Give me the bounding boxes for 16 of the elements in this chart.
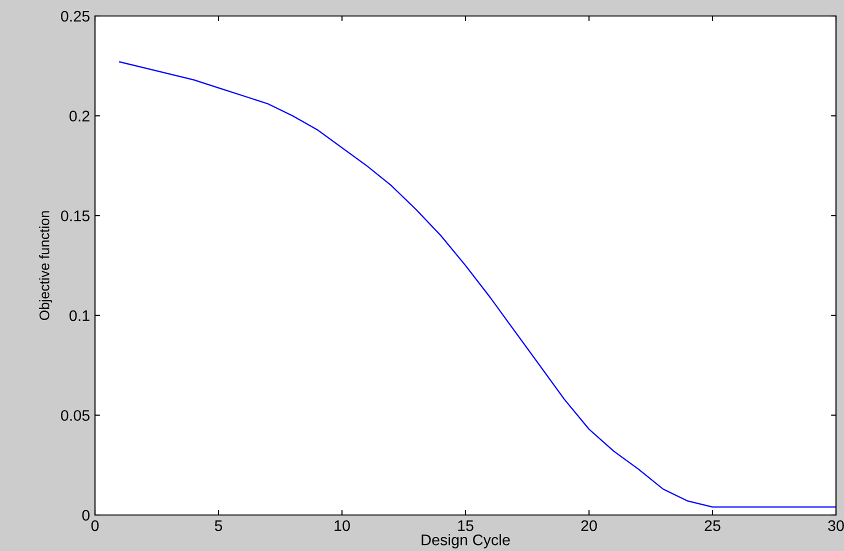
x-tick-label: 15 xyxy=(458,520,474,532)
y-tick-label: 0.2 xyxy=(70,110,90,122)
y-axis-title: Objective function xyxy=(39,211,52,320)
y-tick-label: 0 xyxy=(82,510,90,521)
x-tick-label: 10 xyxy=(334,520,350,532)
x-tick-label: 25 xyxy=(704,520,720,532)
x-tick-label: 30 xyxy=(828,520,844,532)
y-tick-label: 0.25 xyxy=(61,10,90,22)
line-series xyxy=(119,61,836,508)
y-tick-label: 0.1 xyxy=(70,310,90,322)
x-tick-label: 0 xyxy=(91,520,99,532)
x-axis-title: Design Cycle xyxy=(422,534,510,548)
x-tick-label: 5 xyxy=(214,520,222,532)
x-tick-label: 20 xyxy=(581,520,597,532)
y-tick-label: 0.05 xyxy=(61,410,90,421)
y-tick-label: 0.15 xyxy=(61,210,90,222)
